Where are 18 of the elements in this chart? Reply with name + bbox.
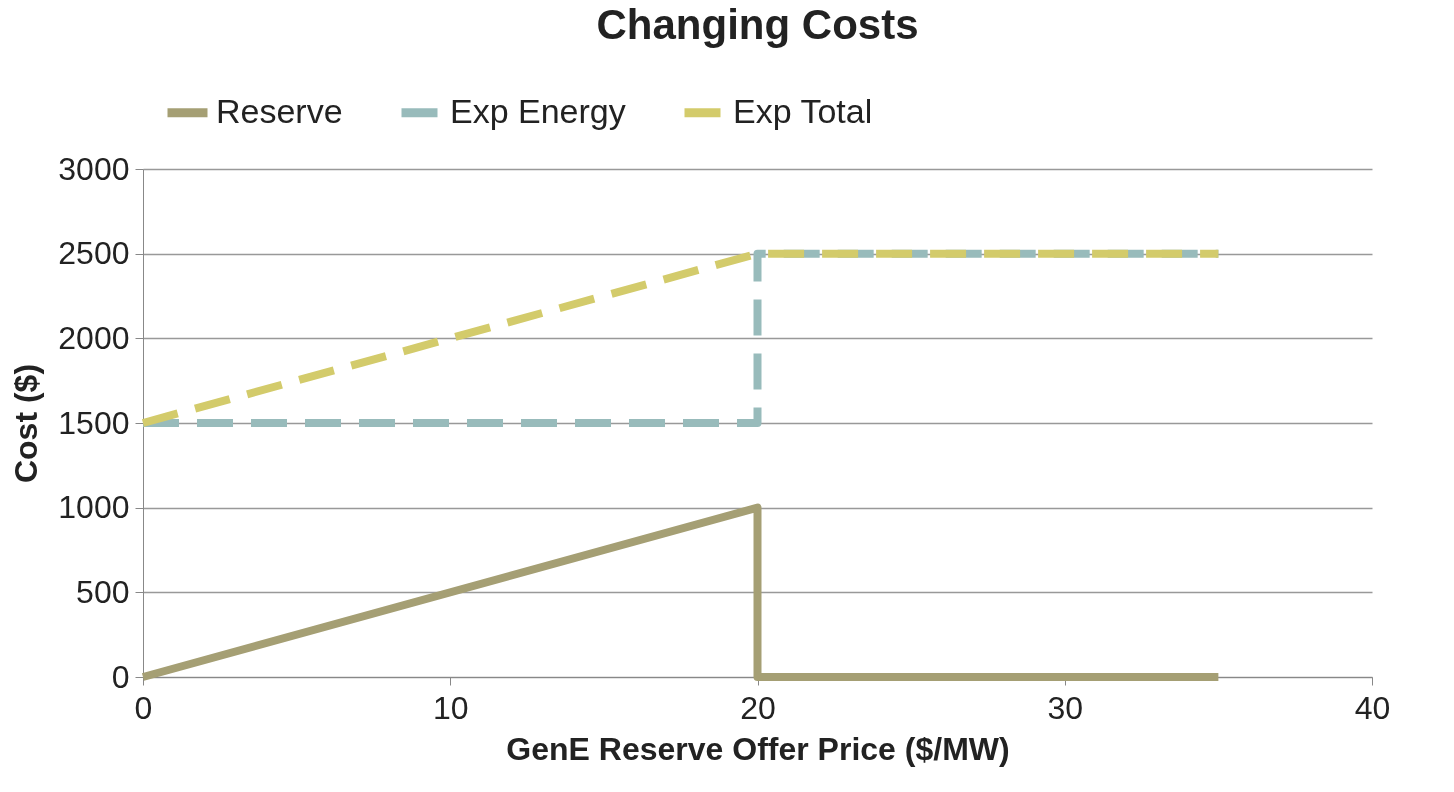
y-tick-label: 0 bbox=[111, 658, 130, 695]
y-tick-label: 2500 bbox=[58, 235, 130, 272]
y-tick-label: 2000 bbox=[58, 319, 130, 356]
legend-label: Reserve bbox=[216, 91, 343, 130]
x-tick-label: 20 bbox=[740, 689, 776, 726]
x-tick-label: 40 bbox=[1354, 689, 1391, 726]
y-tick-label: 500 bbox=[76, 573, 130, 610]
y-axis-title: Cost ($) bbox=[8, 363, 45, 484]
x-tick-label: 10 bbox=[432, 689, 469, 726]
x-tick-label: 30 bbox=[1047, 689, 1084, 726]
legend-label: Exp Total bbox=[733, 91, 873, 130]
chart-title: Changing Costs bbox=[596, 1, 919, 48]
y-tick-label: 1000 bbox=[58, 489, 130, 526]
y-tick-label: 1500 bbox=[58, 404, 130, 441]
y-tick-label: 3000 bbox=[58, 150, 130, 187]
legend-label: Exp Energy bbox=[450, 91, 626, 130]
x-tick-label: 0 bbox=[134, 689, 153, 726]
x-axis-title: GenE Reserve Offer Price ($/MW) bbox=[506, 730, 1010, 767]
